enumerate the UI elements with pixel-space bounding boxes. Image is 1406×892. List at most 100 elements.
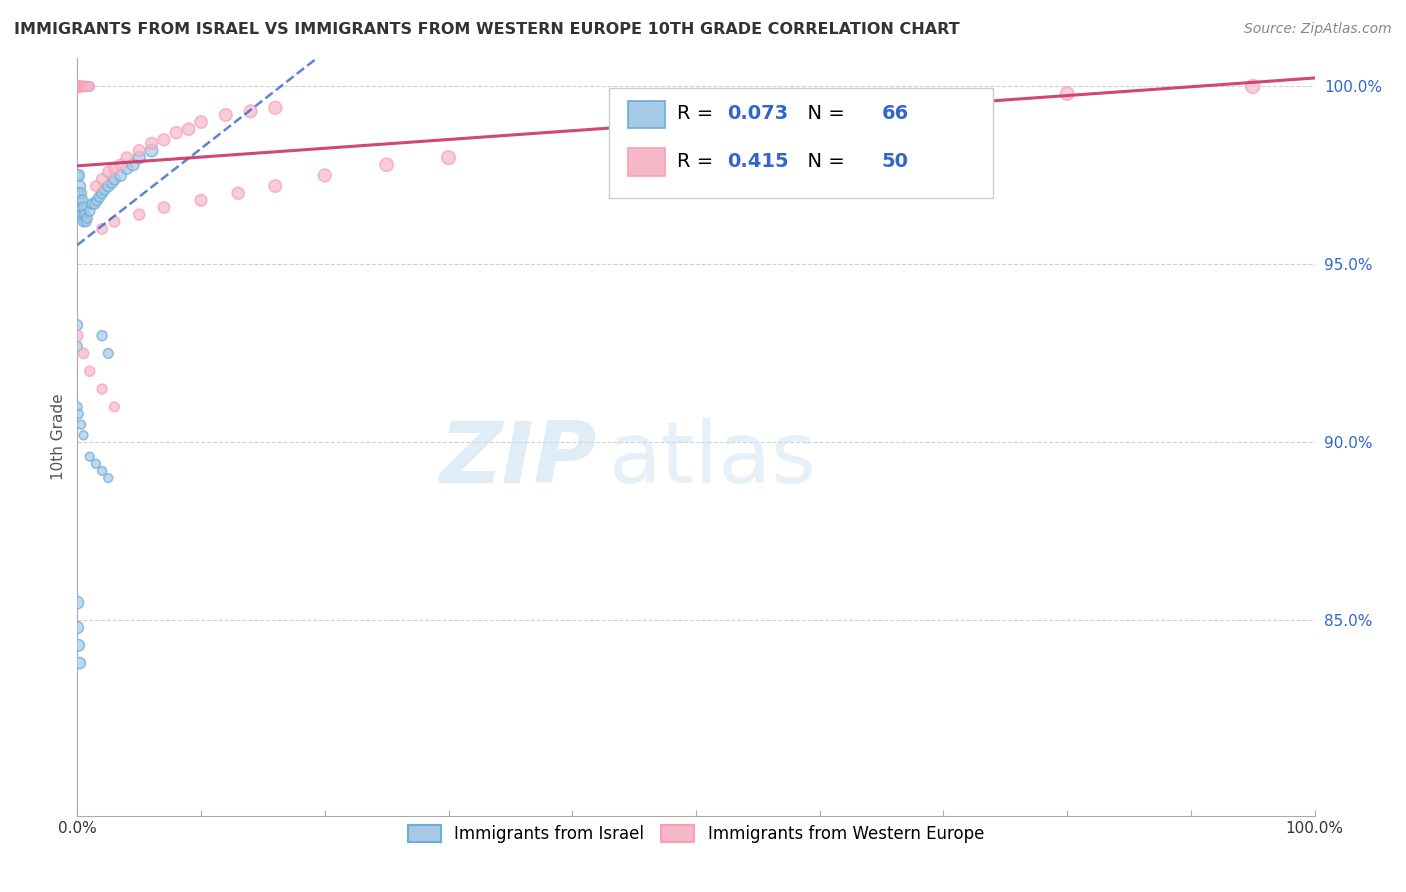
- Point: [69, 656, 91, 670]
- Point: [91, 464, 114, 478]
- Point: [79, 79, 101, 94]
- Point: [66, 186, 89, 201]
- Point: [66, 79, 89, 94]
- Text: 0.073: 0.073: [727, 103, 787, 123]
- Point: [75, 79, 97, 94]
- Point: [66, 79, 89, 94]
- Point: [70, 79, 93, 94]
- Point: [122, 158, 145, 172]
- Point: [75, 215, 97, 229]
- Point: [72, 79, 94, 94]
- Point: [79, 79, 101, 94]
- Point: [190, 194, 212, 208]
- Point: [103, 161, 125, 176]
- Point: [73, 208, 96, 222]
- Point: [72, 215, 94, 229]
- Point: [91, 186, 114, 201]
- Point: [82, 197, 104, 211]
- Point: [66, 620, 89, 634]
- Point: [86, 194, 108, 208]
- Text: Source: ZipAtlas.com: Source: ZipAtlas.com: [1244, 22, 1392, 37]
- Point: [67, 638, 90, 652]
- Point: [103, 215, 125, 229]
- Point: [67, 79, 90, 94]
- Point: [76, 79, 98, 94]
- Point: [141, 136, 163, 151]
- Point: [932, 90, 955, 104]
- Point: [91, 172, 114, 186]
- Point: [97, 179, 120, 194]
- Text: atlas: atlas: [609, 418, 817, 501]
- Point: [66, 400, 89, 414]
- Point: [226, 186, 249, 201]
- Point: [177, 122, 200, 136]
- Point: [91, 328, 114, 343]
- Point: [66, 339, 89, 353]
- Point: [66, 318, 89, 332]
- Point: [66, 204, 89, 219]
- Point: [67, 79, 90, 94]
- Point: [103, 172, 125, 186]
- FancyBboxPatch shape: [609, 88, 993, 198]
- Point: [66, 79, 89, 94]
- Point: [79, 364, 101, 378]
- Point: [83, 197, 105, 211]
- Text: 0.415: 0.415: [727, 153, 789, 171]
- Point: [79, 450, 101, 464]
- Point: [103, 400, 125, 414]
- Point: [190, 115, 212, 129]
- Point: [77, 79, 100, 94]
- Point: [115, 151, 138, 165]
- Text: 50: 50: [882, 153, 908, 171]
- Point: [91, 382, 114, 396]
- Bar: [628, 148, 665, 176]
- Point: [110, 169, 132, 183]
- Legend: Immigrants from Israel, Immigrants from Western Europe: Immigrants from Israel, Immigrants from …: [401, 818, 991, 849]
- Point: [1056, 87, 1078, 101]
- Point: [72, 201, 94, 215]
- Point: [128, 151, 150, 165]
- Point: [72, 79, 94, 94]
- Point: [165, 126, 187, 140]
- Point: [66, 328, 89, 343]
- Point: [110, 158, 132, 172]
- Point: [75, 79, 97, 94]
- Point: [84, 457, 107, 471]
- Point: [153, 133, 176, 147]
- Point: [66, 79, 89, 94]
- Point: [437, 151, 460, 165]
- Point: [97, 471, 120, 485]
- Point: [66, 79, 89, 94]
- Y-axis label: 10th Grade: 10th Grade: [51, 393, 66, 481]
- Point: [72, 79, 94, 94]
- Text: N =: N =: [794, 103, 851, 123]
- Point: [101, 176, 124, 190]
- Point: [66, 79, 89, 94]
- Point: [91, 222, 114, 236]
- Point: [239, 104, 262, 119]
- Point: [215, 108, 238, 122]
- Point: [314, 169, 336, 183]
- Point: [70, 417, 93, 432]
- Point: [67, 169, 90, 183]
- Point: [72, 79, 94, 94]
- Point: [72, 346, 94, 360]
- Point: [66, 169, 89, 183]
- Text: ZIP: ZIP: [439, 418, 598, 501]
- Point: [66, 79, 89, 94]
- Point: [1241, 79, 1264, 94]
- Point: [69, 79, 91, 94]
- Point: [67, 407, 90, 421]
- Point: [97, 165, 120, 179]
- Point: [67, 204, 90, 219]
- Point: [66, 79, 89, 94]
- Text: N =: N =: [794, 153, 851, 171]
- Point: [685, 97, 707, 112]
- Point: [69, 179, 91, 194]
- Point: [67, 186, 90, 201]
- Point: [72, 428, 94, 442]
- Point: [67, 79, 90, 94]
- Point: [70, 201, 93, 215]
- Point: [69, 194, 91, 208]
- Point: [73, 79, 96, 94]
